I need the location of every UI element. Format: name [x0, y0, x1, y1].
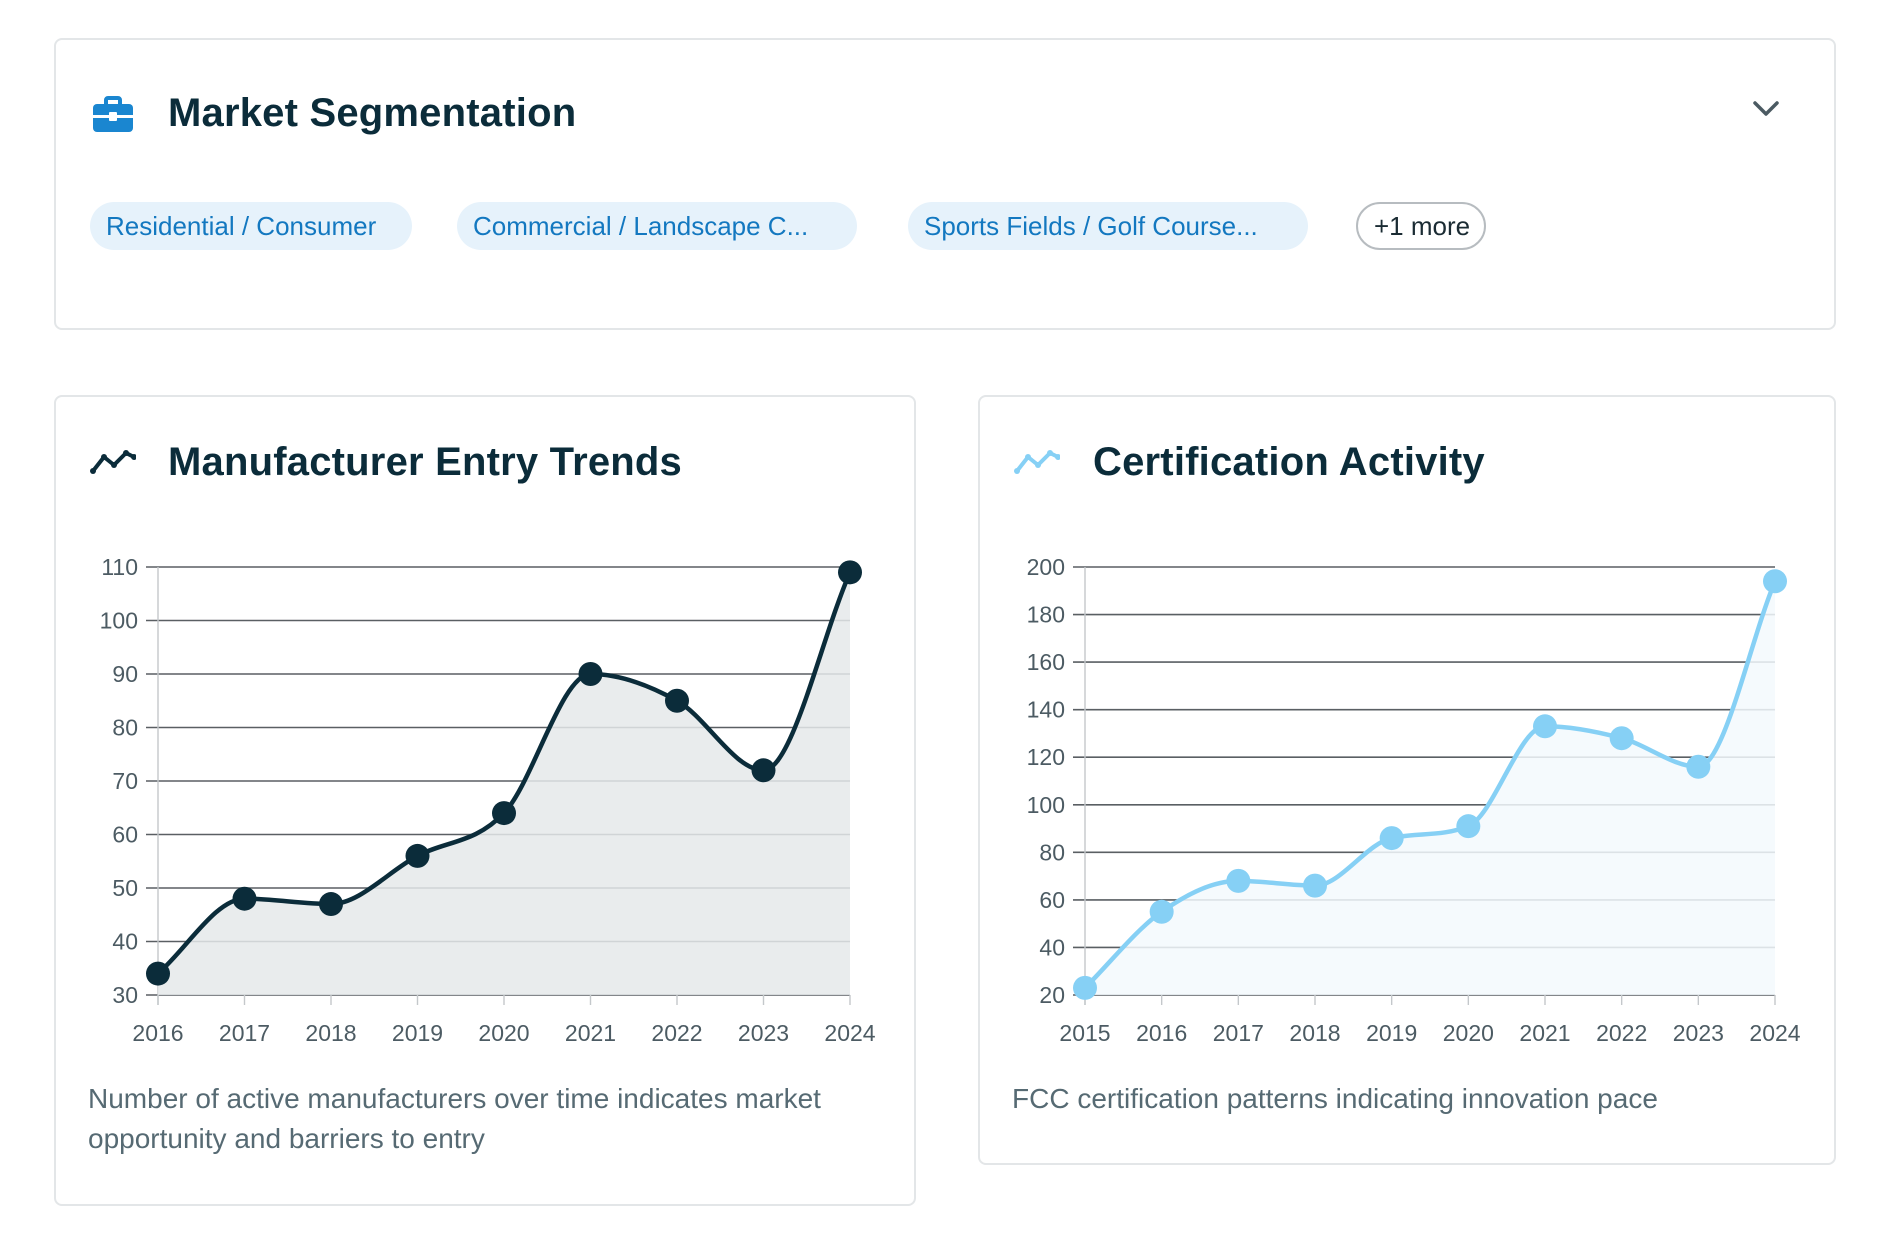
trends-point[interactable] [492, 801, 516, 826]
trends-y-tick-label: 40 [112, 929, 138, 955]
cert-point[interactable] [1073, 975, 1097, 1000]
trends-point[interactable] [146, 961, 170, 986]
certification-activity-title: Certification Activity [1093, 440, 1485, 484]
cert-x-tick-label: 2019 [1366, 1020, 1417, 1046]
trends-area [158, 572, 850, 995]
cert-x-tick-label: 2024 [1749, 1020, 1800, 1046]
trends-x-tick-label: 2019 [392, 1020, 443, 1046]
trend-line-icon [1014, 450, 1060, 474]
cert-point[interactable] [1533, 714, 1557, 739]
manufacturer-entry-trends-chart: 30 40 50 60 70 80 90 100 110 2016 2017 2018 2019 2020… [100, 554, 876, 1046]
chevron-down-icon[interactable] [1752, 100, 1780, 118]
trends-x-tick-label: 2018 [305, 1020, 356, 1046]
cert-x-tick-label: 2015 [1059, 1020, 1110, 1046]
trends-x-tick-label: 2022 [651, 1020, 702, 1046]
cert-x-tick-label: 2021 [1519, 1020, 1570, 1046]
cert-x-tick-label: 2022 [1596, 1020, 1647, 1046]
market-segmentation-card: Market Segmentation Residential / Consum… [54, 38, 1836, 330]
cert-y-tick-label: 180 [1027, 602, 1065, 628]
trends-y-tick-label: 70 [112, 768, 138, 794]
cert-x-tick-label: 2020 [1443, 1020, 1494, 1046]
cert-point[interactable] [1149, 899, 1174, 924]
trends-point[interactable] [405, 843, 430, 868]
segment-tag[interactable]: Commercial / Landscape C... [457, 202, 857, 250]
cert-y-tick-label: 140 [1027, 697, 1065, 723]
trends-point[interactable] [838, 560, 862, 585]
trends-y-tick-label: 60 [112, 822, 138, 848]
market-segmentation-title: Market Segmentation [168, 91, 577, 135]
cert-x-tick-label: 2017 [1213, 1020, 1264, 1046]
cert-point[interactable] [1379, 826, 1404, 851]
cert-point[interactable] [1609, 726, 1634, 751]
trends-point[interactable] [578, 662, 603, 686]
trends-x-tick-label: 2021 [565, 1020, 616, 1046]
trends-y-tick-label: 80 [112, 715, 138, 741]
cert-y-tick-label: 20 [1039, 982, 1065, 1008]
certification-activity-caption: FCC certification patterns indicating in… [1012, 1083, 1658, 1114]
cert-point[interactable] [1303, 873, 1327, 898]
cert-x-tick-label: 2018 [1289, 1020, 1340, 1046]
cert-y-tick-label: 120 [1027, 744, 1065, 770]
trends-x-tick-label: 2017 [219, 1020, 270, 1046]
trends-point[interactable] [232, 886, 257, 911]
certification-activity-chart: 20 40 60 80 100 120 140 160 180 200 2015 2016 2017 20… [1027, 554, 1801, 1046]
cert-x-tick-label: 2023 [1673, 1020, 1724, 1046]
briefcase-icon [93, 96, 133, 132]
cert-area [1085, 581, 1775, 995]
cert-point[interactable] [1686, 754, 1711, 779]
more-tags-button[interactable]: +1 more [1356, 202, 1486, 250]
trends-y-tick-label: 100 [100, 608, 138, 634]
trends-y-tick-label: 50 [112, 875, 138, 901]
manufacturer-entry-trends-caption: Number of active manufacturers over time… [88, 1083, 821, 1154]
manufacturer-entry-trends-card: Manufacturer Entry Trends 30 40 50 60 70 80 90… [54, 395, 916, 1206]
trends-y-tick-label: 30 [112, 982, 138, 1008]
cert-y-tick-label: 40 [1039, 934, 1065, 960]
trends-y-tick-label: 90 [112, 661, 138, 687]
cert-y-tick-label: 100 [1027, 792, 1065, 818]
segment-tag[interactable]: Residential / Consumer [90, 202, 412, 250]
cert-y-tick-label: 160 [1027, 649, 1065, 675]
trends-x-tick-label: 2023 [738, 1020, 789, 1046]
trends-point[interactable] [319, 892, 343, 917]
cert-point[interactable] [1456, 814, 1481, 839]
cert-point[interactable] [1763, 569, 1787, 594]
trend-line-icon [90, 450, 136, 474]
cert-x-tick-label: 2016 [1136, 1020, 1187, 1046]
cert-y-tick-label: 200 [1027, 554, 1065, 580]
cert-y-tick-label: 60 [1039, 887, 1065, 913]
trends-x-tick-label: 2020 [478, 1020, 529, 1046]
trends-x-tick-label: 2016 [132, 1020, 183, 1046]
segment-tag[interactable]: Sports Fields / Golf Course... [908, 202, 1308, 250]
trends-point[interactable] [751, 758, 776, 783]
trends-point[interactable] [665, 688, 689, 713]
cert-point[interactable] [1226, 868, 1251, 893]
manufacturer-entry-trends-title: Manufacturer Entry Trends [168, 440, 683, 484]
certification-activity-card: Certification Activity 20 40 60 80 100 120 140… [978, 395, 1836, 1165]
cert-y-tick-label: 80 [1039, 839, 1065, 865]
trends-x-tick-label: 2024 [824, 1020, 875, 1046]
trends-y-tick-label: 110 [101, 554, 138, 580]
